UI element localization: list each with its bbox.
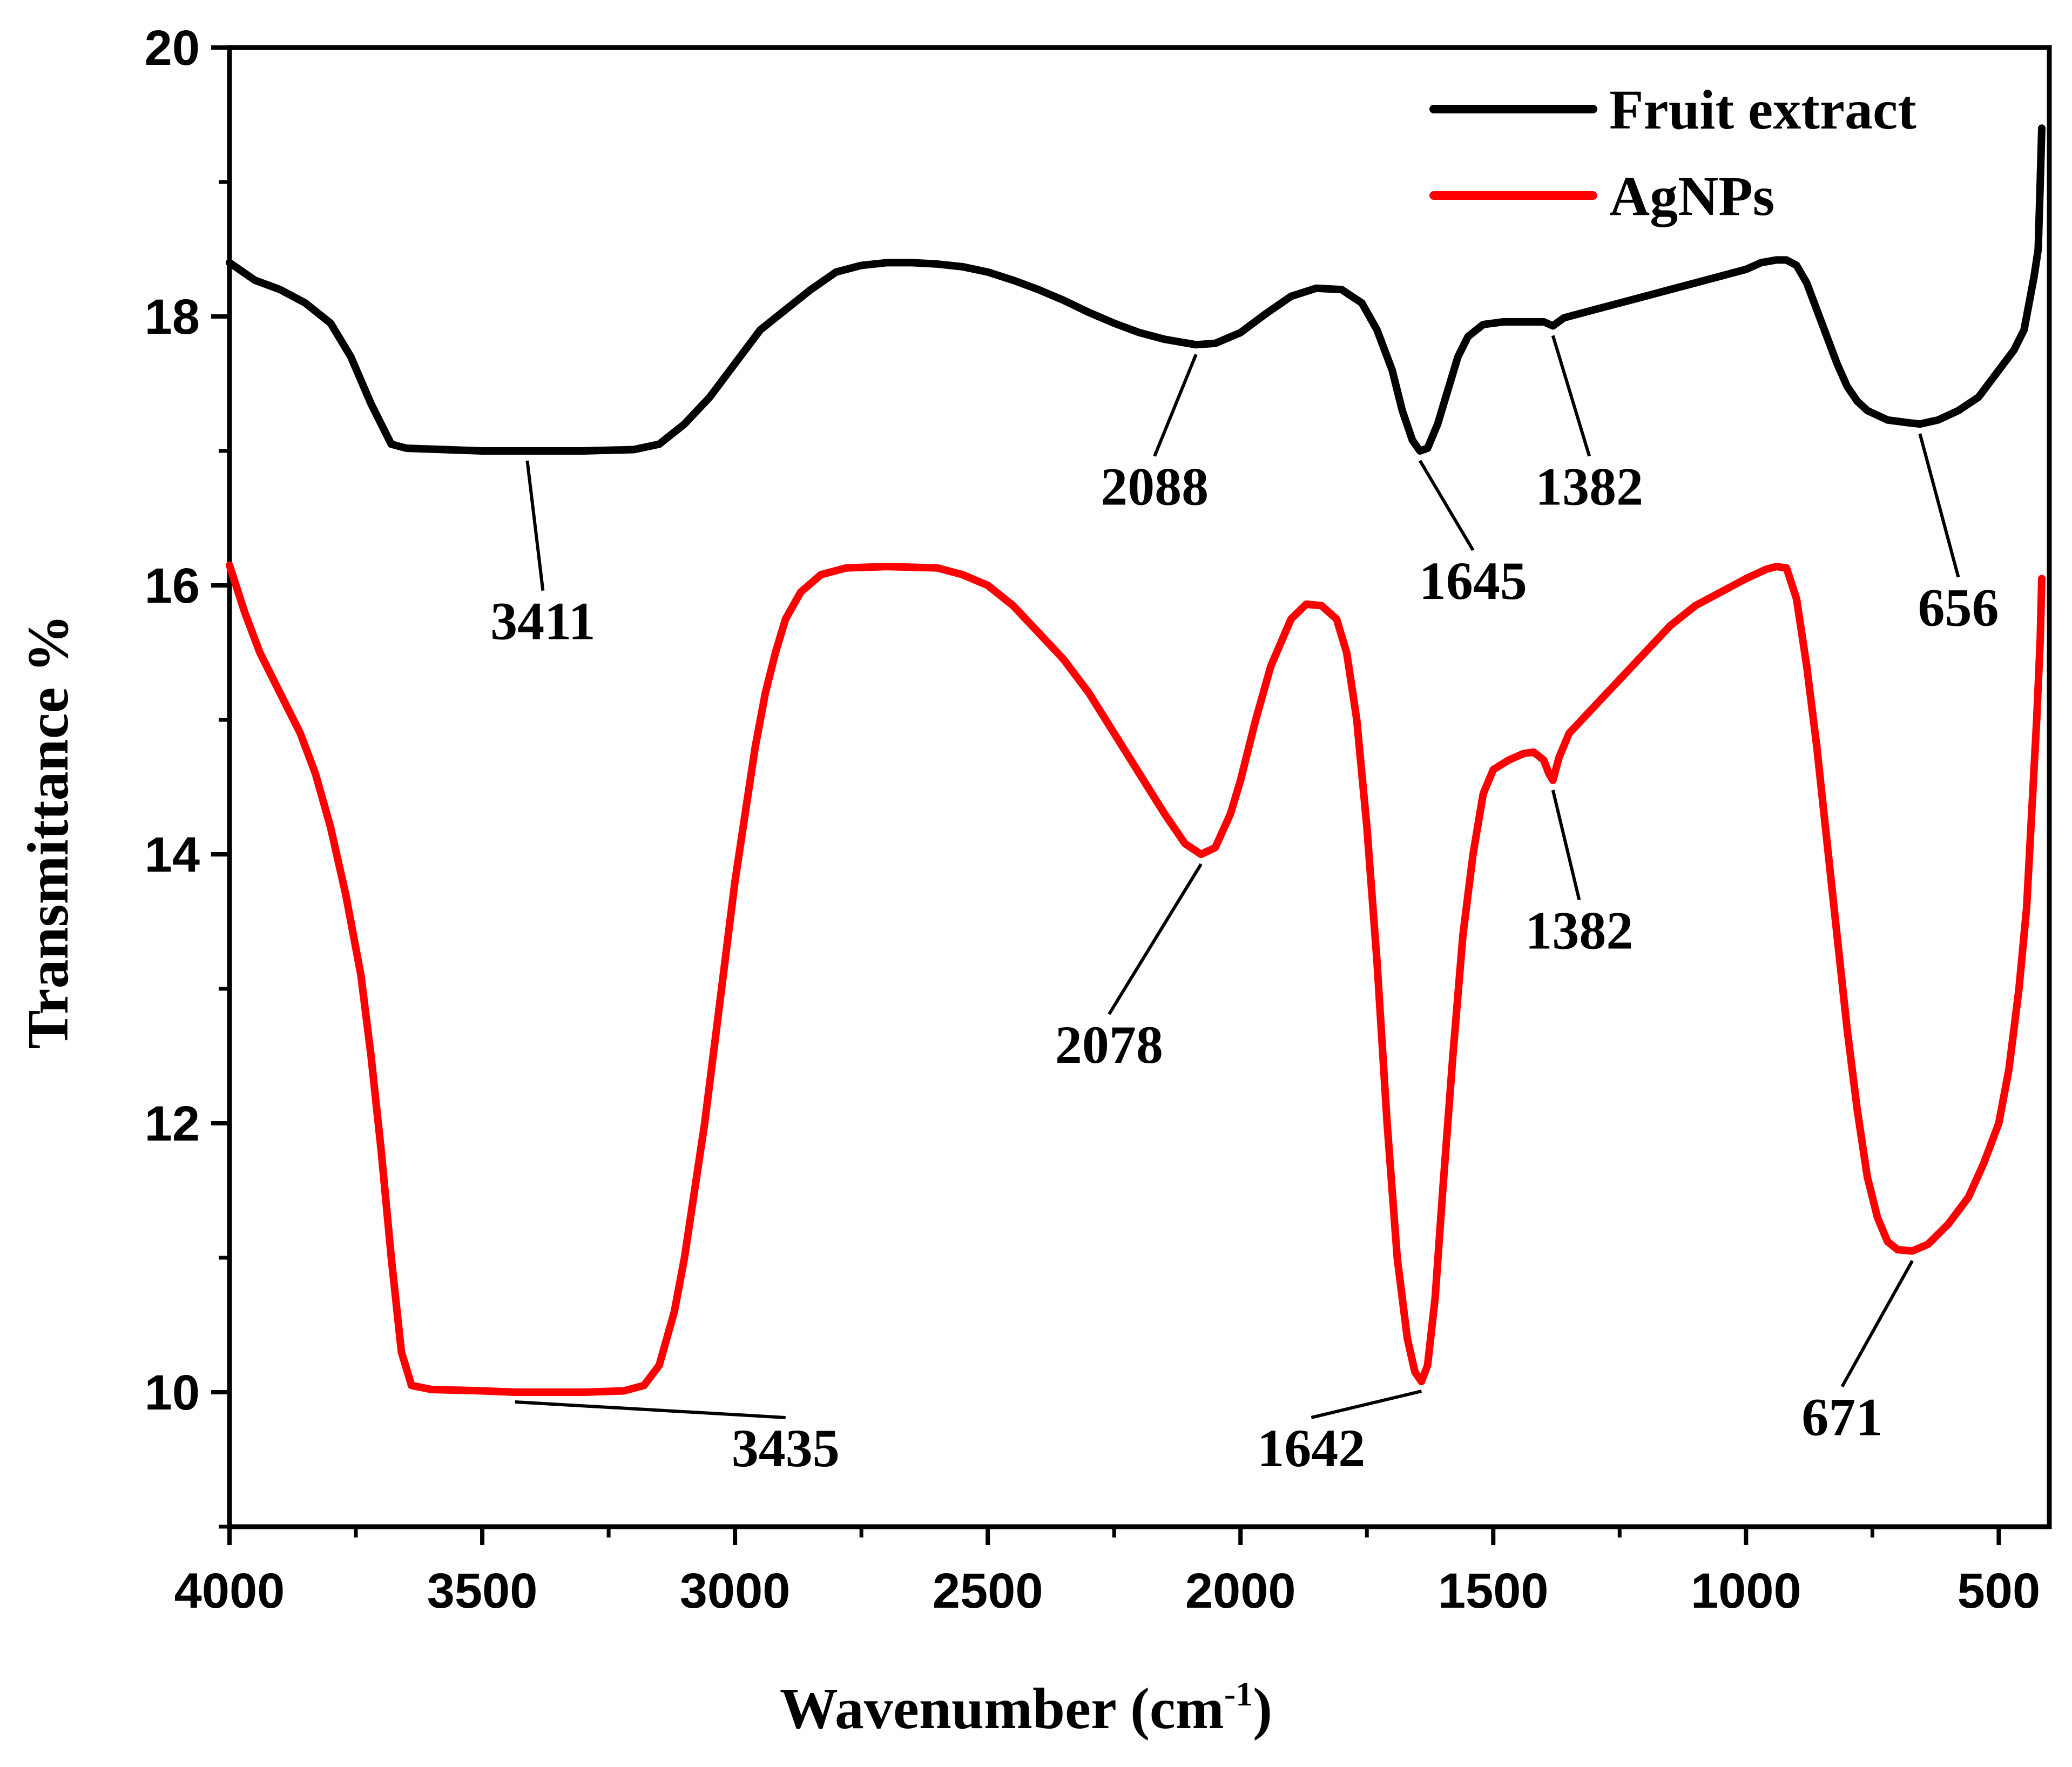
legend: Fruit extract AgNPs [1429,79,1916,227]
peak-leader-line [525,460,545,591]
peak-label-2078: 2078 [1055,1015,1163,1075]
x-tick-label: 4000 [174,1563,285,1618]
y-tick-label: 12 [145,1096,200,1151]
y-tick-label: 10 [145,1365,200,1420]
x-axis-title-superscript: -1 [1224,1675,1253,1713]
x-tick-label: 2000 [1185,1563,1296,1618]
plot-frame [227,45,2052,1529]
x-axis-title-main: Wavenumber (cm [780,1677,1224,1741]
peak-leader-line [515,1400,786,1419]
x-tick-label: 3500 [427,1563,538,1618]
peak-leader-line [1840,1260,1914,1388]
axes-layer: 4000 3500 3000 2500 2000 1500 1000 500 10 12 14 16 1… [145,21,2052,1618]
peak-leader-line [1108,863,1203,1015]
x-axis-title: Wavenumber (cm-1) [780,1675,1272,1741]
peak-leader-line [1153,354,1198,457]
legend-label-fruit-extract: Fruit extract [1609,79,1916,141]
x-tick-label: 1500 [1438,1563,1549,1618]
y-axis-title: Transmittance % [16,615,80,1049]
series-line-fruit-extract [226,124,2046,455]
legend-label-agnps: AgNPs [1609,165,1774,227]
peak-label-1645: 1645 [1419,551,1527,611]
series-layer [226,124,2046,1396]
peak-leader-line [1418,460,1475,551]
x-tick-label: 2500 [933,1563,1043,1618]
peak-leader-line [1551,790,1581,900]
peak-label-1382: 1382 [1525,900,1633,960]
x-tick-label: 1000 [1691,1563,1801,1618]
y-tick-label: 18 [145,289,200,345]
peak-label-656: 656 [1918,578,1999,638]
y-tick-label: 14 [145,827,200,882]
peak-label-3411: 3411 [490,591,595,651]
peak-leader-line [1918,433,1960,578]
peak-label-1642: 1642 [1257,1418,1365,1478]
x-tick-label: 3000 [680,1563,791,1618]
peak-label-1382: 1382 [1535,457,1643,517]
peak-label-2088: 2088 [1101,457,1209,517]
peak-label-671: 671 [1801,1387,1882,1447]
peak-leader-line [1311,1390,1422,1419]
x-tick-label: 500 [1958,1563,2041,1618]
series-line-agnps [226,561,2046,1396]
peak-leader-line [1551,335,1591,457]
x-axis-title-close: ) [1253,1677,1272,1741]
y-tick-label: 16 [145,558,200,613]
peak-label-3435: 3435 [732,1418,840,1478]
y-tick-label: 20 [145,21,200,76]
